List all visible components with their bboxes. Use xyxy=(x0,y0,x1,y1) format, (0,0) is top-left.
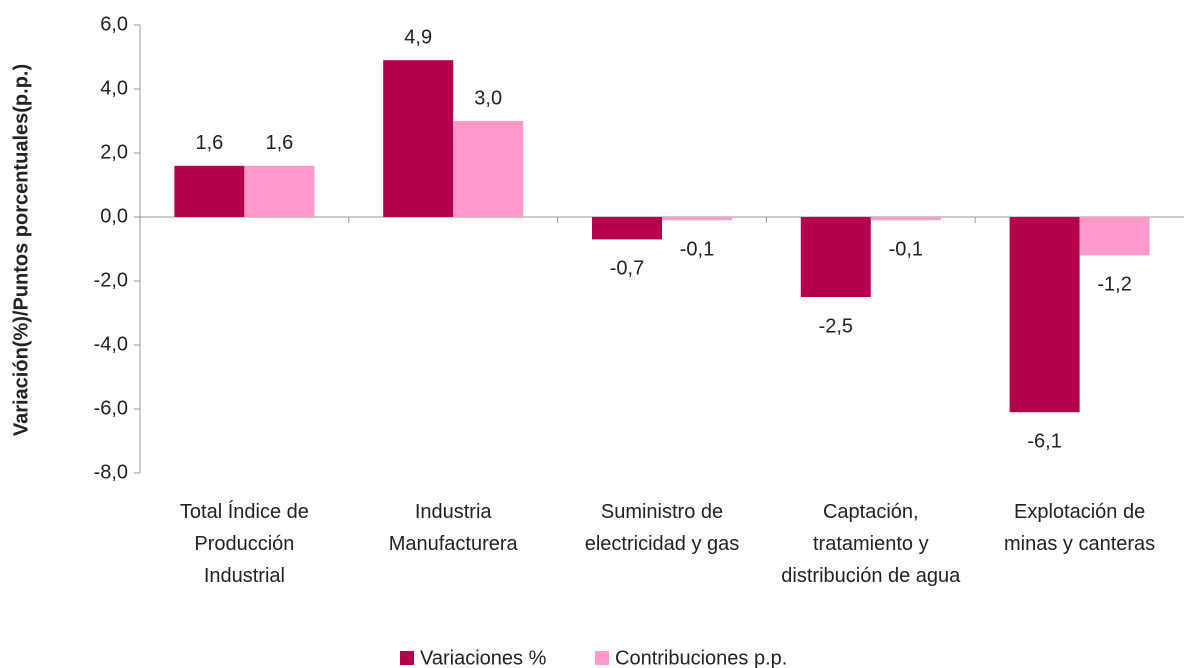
y-tick-label: 0,0 xyxy=(100,205,128,227)
bar xyxy=(244,165,315,217)
y-tick-label: 2,0 xyxy=(100,141,128,163)
legend-label: Contribuciones p.p. xyxy=(615,647,787,668)
y-tick-label: -6,0 xyxy=(94,397,128,419)
value-label: -0,1 xyxy=(680,238,714,260)
legend-swatch xyxy=(595,651,609,665)
bar xyxy=(1009,217,1080,413)
bar xyxy=(662,217,732,221)
y-tick-label: 4,0 xyxy=(100,77,128,99)
value-label: -0,1 xyxy=(889,238,923,260)
bar xyxy=(870,217,941,221)
value-label: 1,6 xyxy=(265,132,293,154)
x-tick-label: Explotación de minas y canteras xyxy=(1004,501,1156,555)
x-tick-label: Captación, tratamiento y distribución de… xyxy=(781,501,961,587)
bar xyxy=(383,60,454,218)
value-label: -2,5 xyxy=(819,315,853,337)
legend-swatch xyxy=(400,651,414,665)
y-tick-label: 6,0 xyxy=(100,13,128,35)
value-label: -0,7 xyxy=(610,258,644,280)
bar xyxy=(800,217,871,297)
value-label: 4,9 xyxy=(404,26,432,48)
value-label: -1,2 xyxy=(1097,274,1131,296)
y-axis-label: Variación(%)/Puntos porcentuales(p.p.) xyxy=(10,64,32,436)
value-label: 1,6 xyxy=(195,132,223,154)
y-tick-label: -8,0 xyxy=(94,461,128,483)
bar xyxy=(1079,217,1150,256)
x-tick-label: Industria Manufacturera xyxy=(388,501,518,555)
y-tick-label: -4,0 xyxy=(94,333,128,355)
y-tick-label: -2,0 xyxy=(94,269,128,291)
value-label: -6,1 xyxy=(1027,430,1061,452)
x-tick-label: Total Índice de Producción Industrial xyxy=(179,501,309,587)
bar xyxy=(174,165,245,217)
bar xyxy=(453,121,524,217)
bar xyxy=(592,217,662,240)
legend-label: Variaciones % xyxy=(420,647,547,668)
value-label: 3,0 xyxy=(474,87,502,109)
x-tick-label: Suministro de electricidad y gas xyxy=(584,501,740,555)
